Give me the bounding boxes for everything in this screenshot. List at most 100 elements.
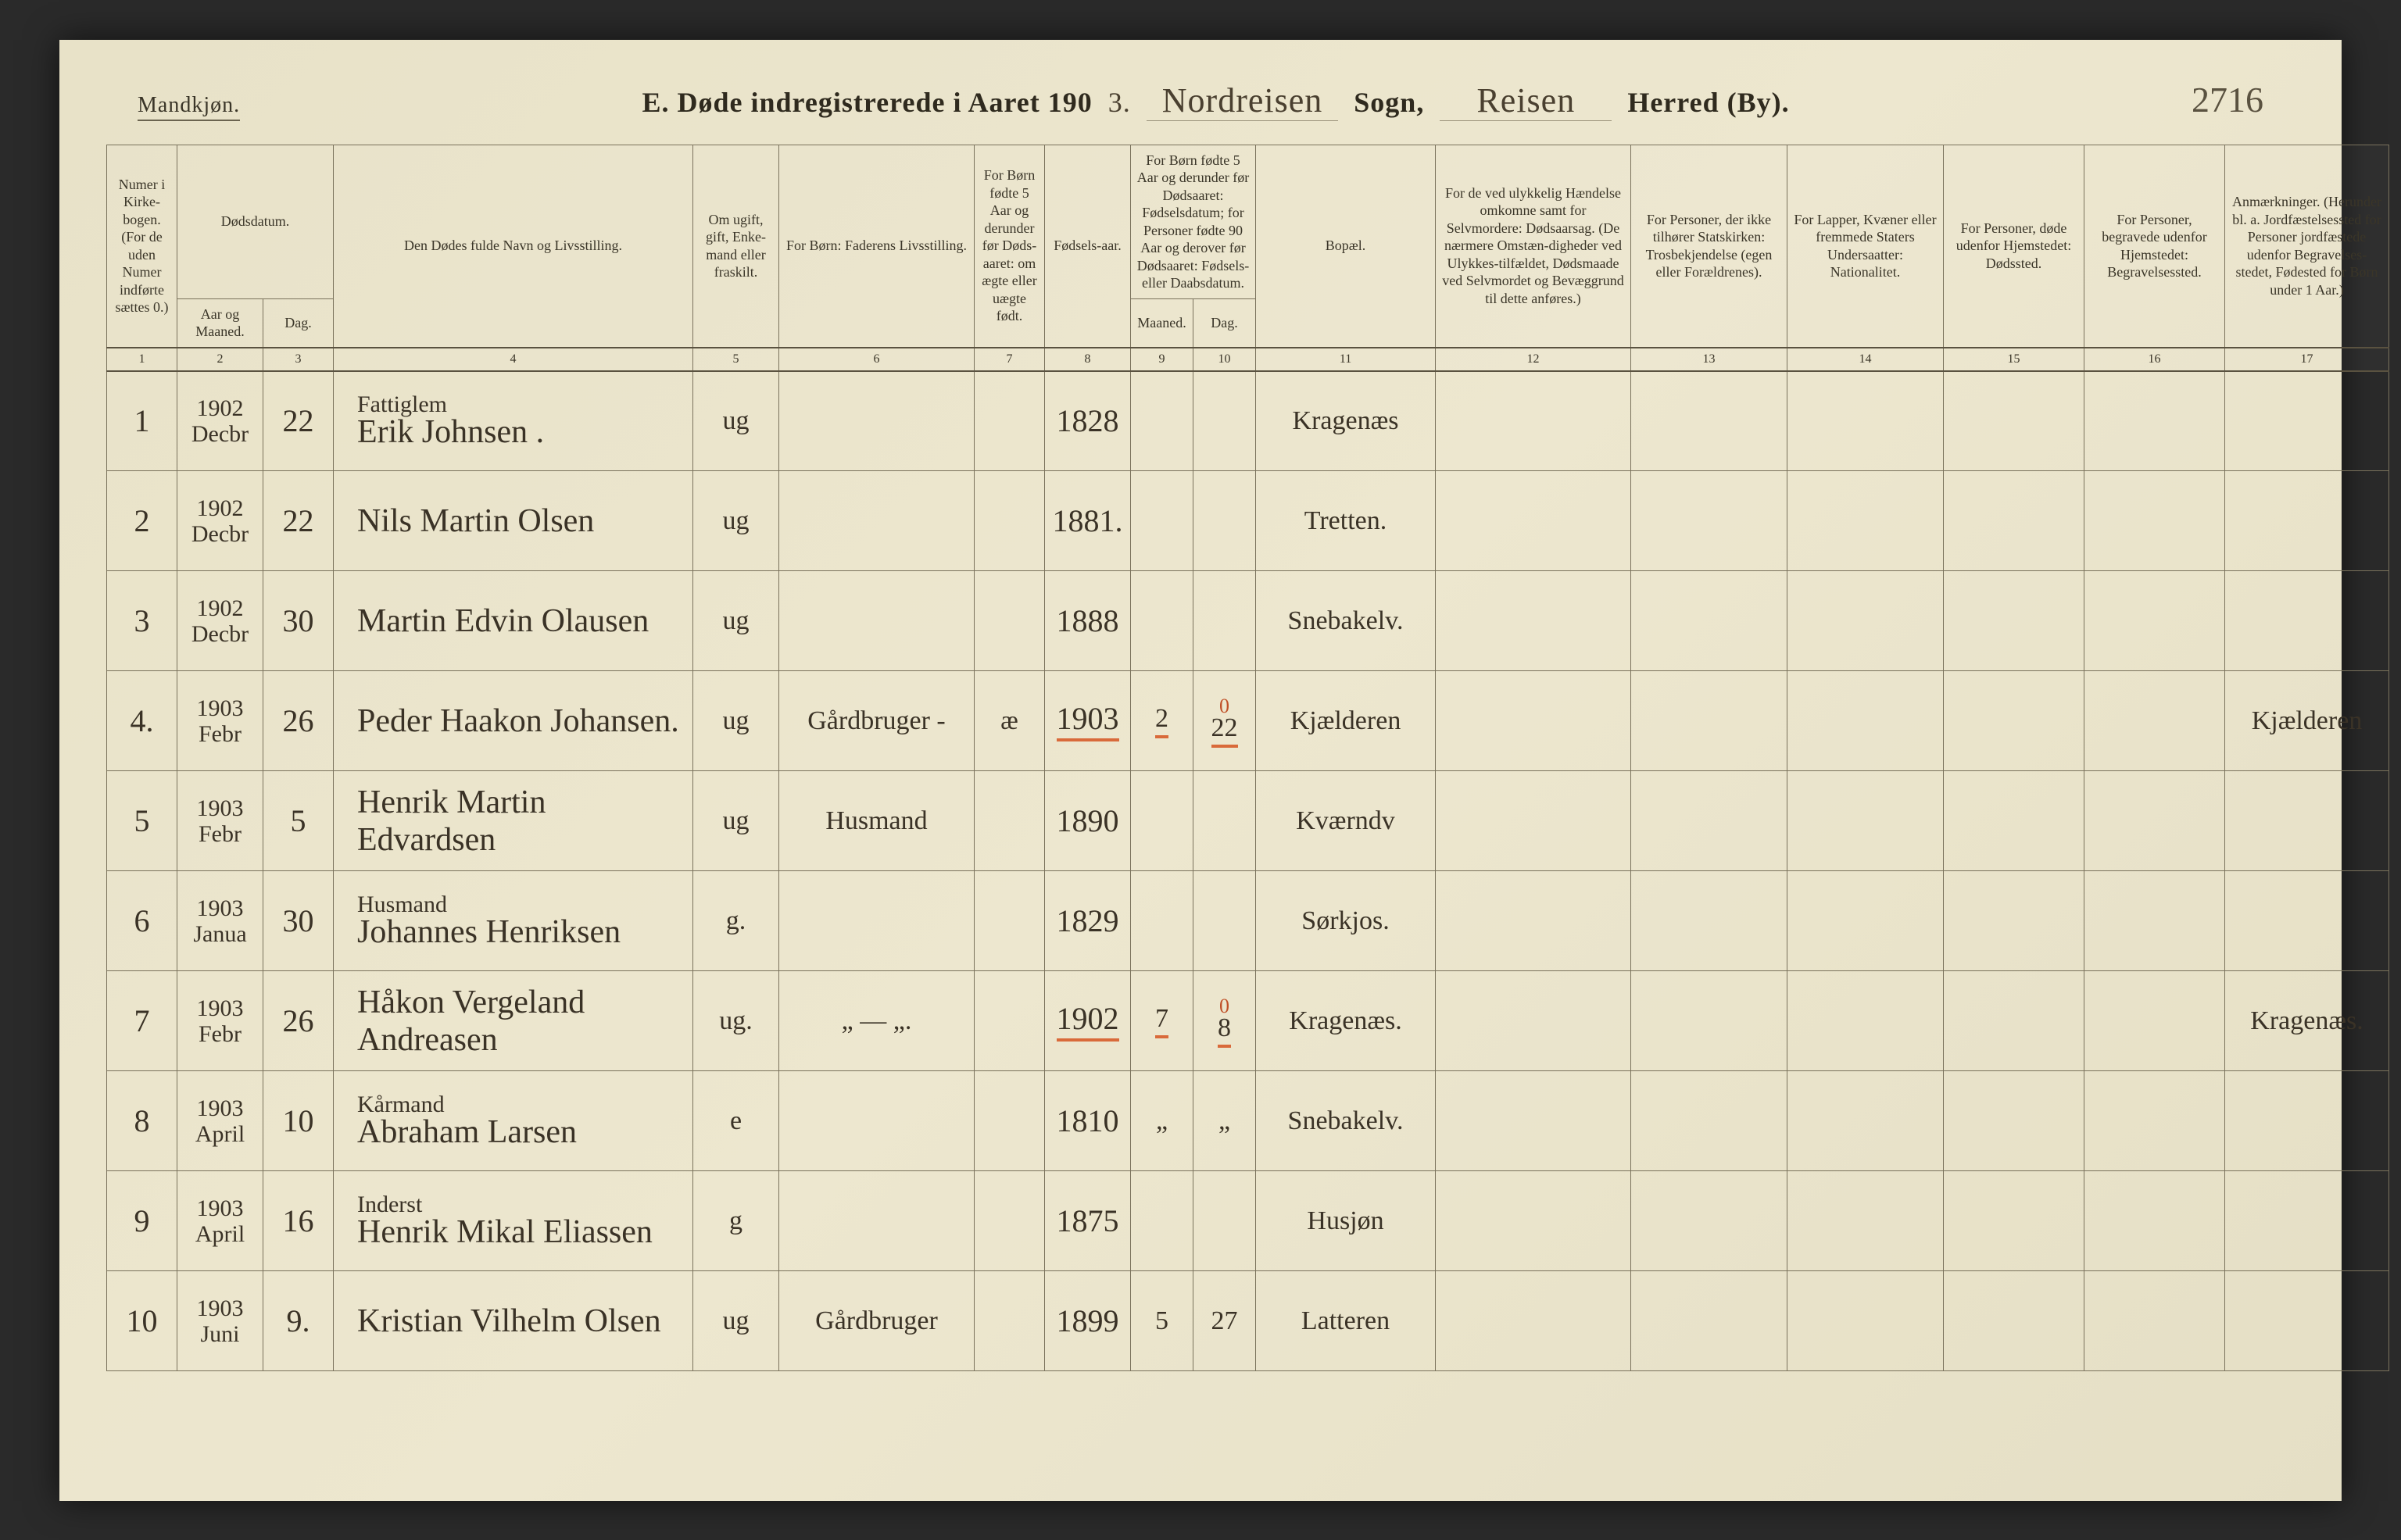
cell-name: Henrik Martin Edvardsen: [334, 771, 693, 871]
cell-faith: [1631, 871, 1787, 971]
col-header: For Personer, der ikke tilhører Statskir…: [1631, 145, 1787, 348]
colnum: 12: [1436, 348, 1631, 371]
cell-cause: [1436, 771, 1631, 871]
table-head: Numer i Kirke-bogen. (For de uden Numer …: [107, 145, 2389, 371]
cell-birth-day: [1193, 1171, 1256, 1271]
cell-burial-place: [2084, 571, 2225, 671]
cell-legit: [975, 1271, 1045, 1371]
year-suffix: 3.: [1108, 86, 1131, 119]
cell-father: [779, 571, 975, 671]
cell-cause: [1436, 1171, 1631, 1271]
table-row: 21902Decbr22Nils Martin Olsenug1881.Tret…: [107, 471, 2389, 571]
cell-death-place: [1944, 1171, 2084, 1271]
cell-cause: [1436, 1271, 1631, 1371]
col-header: For de ved ulykkelig Hændelse omkomne sa…: [1436, 145, 1631, 348]
cell-legit: [975, 471, 1045, 571]
cell-cause: [1436, 571, 1631, 671]
cell-number: 8: [107, 1071, 177, 1171]
cell-number: 5: [107, 771, 177, 871]
cell-birth-year: 1828: [1045, 371, 1131, 471]
col-header: Bopæl.: [1256, 145, 1436, 348]
cell-father: Husmand: [779, 771, 975, 871]
col-header: For Lapper, Kvæner eller fremmede Stater…: [1787, 145, 1944, 348]
cell-death-year-month: 1902Decbr: [177, 471, 263, 571]
cell-birth-year: 1881.: [1045, 471, 1131, 571]
cell-birth-year: 1810: [1045, 1071, 1131, 1171]
cell-marital: g.: [693, 871, 779, 971]
cell-birth-day: „: [1193, 1071, 1256, 1171]
cell-death-place: [1944, 671, 2084, 771]
cell-death-year-month: 1902Decbr: [177, 371, 263, 471]
cell-burial-place: [2084, 1071, 2225, 1171]
table-row: 4.1903Febr26Peder Haakon Johansen.ugGård…: [107, 671, 2389, 771]
cell-death-year-month: 1903Juni: [177, 1271, 263, 1371]
ledger-table: Numer i Kirke-bogen. (For de uden Numer …: [106, 145, 2389, 1372]
col-subheader: Maaned.: [1131, 298, 1193, 348]
cell-death-day: 9.: [263, 1271, 334, 1371]
cell-death-year-month: 1903Febr: [177, 671, 263, 771]
district-value: Reisen: [1440, 80, 1612, 121]
ledger-page: Mandkjøn. E. Døde indregistrerede i Aare…: [59, 40, 2342, 1501]
colnum: 9: [1131, 348, 1193, 371]
cell-burial-place: [2084, 1271, 2225, 1371]
cell-legit: [975, 1171, 1045, 1271]
cell-death-day: 16: [263, 1171, 334, 1271]
cell-birth-year: 1829: [1045, 871, 1131, 971]
cell-faith: [1631, 1171, 1787, 1271]
cell-burial-place: [2084, 1171, 2225, 1271]
cell-faith: [1631, 471, 1787, 571]
cell-number: 9: [107, 1171, 177, 1271]
cell-burial-place: [2084, 671, 2225, 771]
cell-legit: [975, 571, 1045, 671]
cell-father: Gårdbruger -: [779, 671, 975, 771]
col-subheader: Dag.: [1193, 298, 1256, 348]
cell-name: Håkon Vergeland Andreasen: [334, 971, 693, 1071]
cell-birth-month: 5: [1131, 1271, 1193, 1371]
cell-nationality: [1787, 471, 1944, 571]
cell-death-year-month: 1903Janua: [177, 871, 263, 971]
table-row: 11902Decbr22FattiglemErik Johnsen .ug182…: [107, 371, 2389, 471]
cell-nationality: [1787, 371, 1944, 471]
cell-number: 7: [107, 971, 177, 1071]
table-row: 91903April16InderstHenrik Mikal Eliassen…: [107, 1171, 2389, 1271]
cell-nationality: [1787, 1071, 1944, 1171]
cell-number: 2: [107, 471, 177, 571]
cell-burial-place: [2084, 971, 2225, 1071]
cell-nationality: [1787, 771, 1944, 871]
title-prefix: E. Døde indregistrerede i Aaret 190: [642, 86, 1092, 119]
cell-birth-day: [1193, 871, 1256, 971]
cell-death-place: [1944, 371, 2084, 471]
cell-birth-year: 1888: [1045, 571, 1131, 671]
cell-father: [779, 471, 975, 571]
cell-father: [779, 371, 975, 471]
col-header: Om ugift, gift, Enke-mand eller fraskilt…: [693, 145, 779, 348]
cell-death-day: 22: [263, 471, 334, 571]
colnum: 4: [334, 348, 693, 371]
cell-marital: ug: [693, 371, 779, 471]
cell-cause: [1436, 1071, 1631, 1171]
col-header: Fødsels-aar.: [1045, 145, 1131, 348]
colnum: 17: [2225, 348, 2389, 371]
colnum: 5: [693, 348, 779, 371]
cell-birth-year: 1899: [1045, 1271, 1131, 1371]
col-header: For Børn fødte 5 Aar og derunder før Død…: [975, 145, 1045, 348]
cell-number: 4.: [107, 671, 177, 771]
cell-marital: ug: [693, 571, 779, 671]
parish-label: Sogn,: [1354, 86, 1424, 119]
cell-remarks: [2225, 1171, 2389, 1271]
cell-number: 10: [107, 1271, 177, 1371]
col-header: Numer i Kirke-bogen. (For de uden Numer …: [107, 145, 177, 348]
cell-marital: ug: [693, 671, 779, 771]
col-header: Anmærkninger. (Herunder bl. a. Jordfæste…: [2225, 145, 2389, 348]
colnum: 2: [177, 348, 263, 371]
cell-faith: [1631, 771, 1787, 871]
cell-remarks: [2225, 1271, 2389, 1371]
page-header: Mandkjøn. E. Døde indregistrerede i Aare…: [106, 79, 2295, 121]
cell-residence: Snebakelv.: [1256, 571, 1436, 671]
cell-death-place: [1944, 871, 2084, 971]
cell-death-year-month: 1903Febr: [177, 771, 263, 871]
cell-death-place: [1944, 971, 2084, 1071]
cell-marital: ug.: [693, 971, 779, 1071]
col-subheader: Dag.: [263, 298, 334, 348]
col-subheader: Aar og Maaned.: [177, 298, 263, 348]
